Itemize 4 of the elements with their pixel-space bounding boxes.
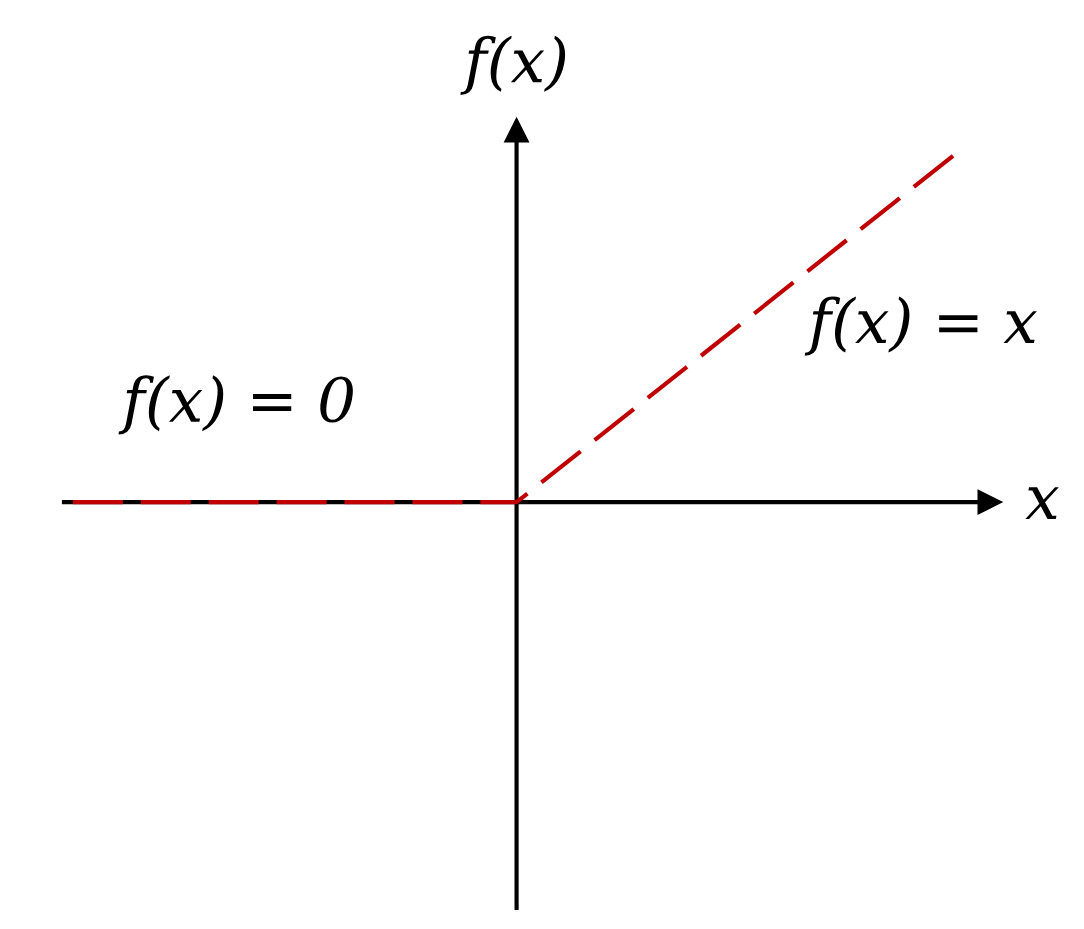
annotation: f(x) = 0	[118, 375, 353, 435]
annotation: f(x) = x	[804, 296, 1037, 356]
x-axis-title: x	[1025, 487, 1059, 519]
y-axis-title: f(x)	[460, 35, 566, 95]
